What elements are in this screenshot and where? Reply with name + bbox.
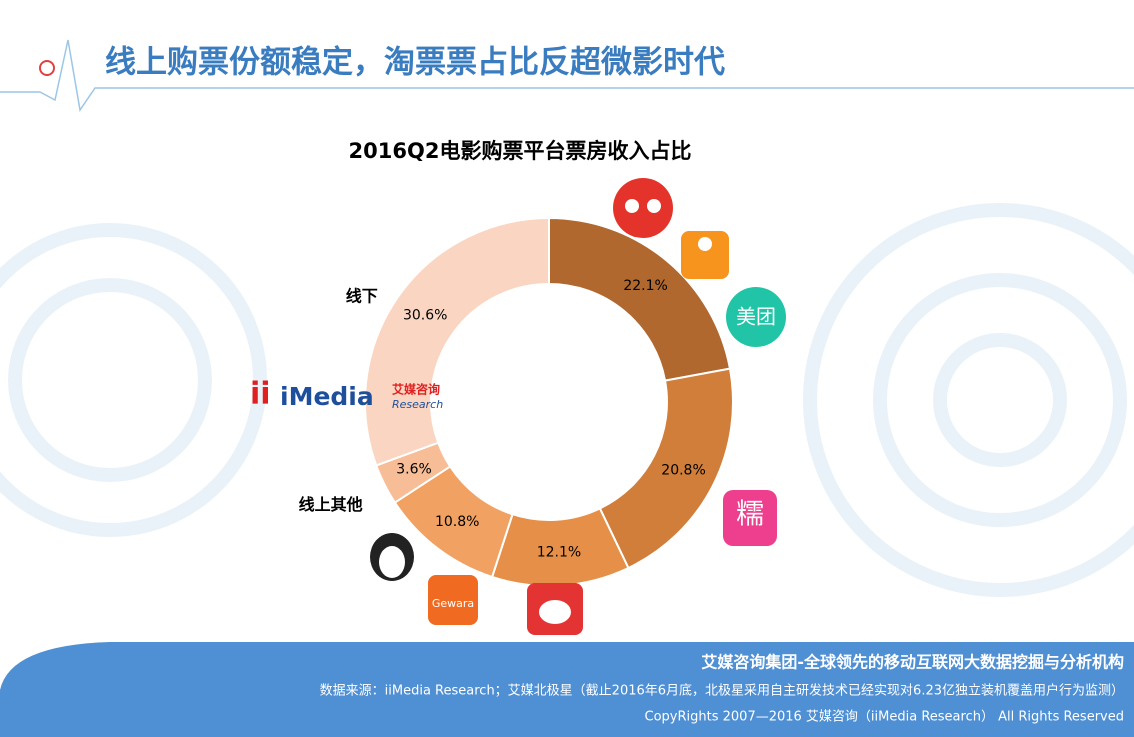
footer-band — [0, 642, 1134, 737]
category-label: 线下 — [346, 287, 378, 306]
watermark-cn: 艾媒咨询 — [392, 382, 440, 397]
footer-company: 艾媒咨询集团-全球领先的移动互联网大数据挖掘与分析机构 — [701, 653, 1124, 672]
category-label: 线上其他 — [299, 495, 363, 514]
watermark-ii: ii — [250, 377, 271, 412]
header-line — [0, 39, 1134, 112]
value-label: 10.8% — [435, 514, 479, 530]
watermark: ii iMedia 艾媒咨询 Research — [250, 377, 443, 412]
nuomi-logo: 糯 — [736, 497, 764, 530]
value-label: 22.1% — [623, 278, 667, 294]
watermark-brand: iMedia — [280, 382, 374, 411]
value-label: 12.1% — [537, 545, 581, 561]
gewara-logo: Gewara — [432, 597, 474, 610]
value-label: 20.8% — [661, 463, 705, 479]
meituan-logo: 美团 — [736, 305, 776, 329]
donut: 22.1% 20.8% 12.1% 10.8% 3.6% 线上其他 30.6% 线下 — [299, 216, 734, 587]
header-icon — [39, 60, 55, 76]
value-label: 3.6% — [396, 462, 432, 478]
donut-segment — [364, 216, 550, 467]
chart-title: 2016Q2电影购票平台票房收入占比 — [349, 139, 692, 163]
footer-source: 数据来源：iiMedia Research；艾媒北极星（截止2016年6月底，北… — [320, 683, 1124, 699]
logos: 美团 糯 Gewara — [370, 178, 786, 635]
watermark-en: Research — [392, 398, 443, 411]
decor — [0, 203, 1134, 597]
footer-copyright: CopyRights 2007—2016 艾媒咨询（iiMedia Resear… — [645, 710, 1124, 725]
value-label: 30.6% — [403, 308, 447, 324]
header-title: 线上购票份额稳定，淘票票占比反超微影时代 — [105, 45, 725, 81]
